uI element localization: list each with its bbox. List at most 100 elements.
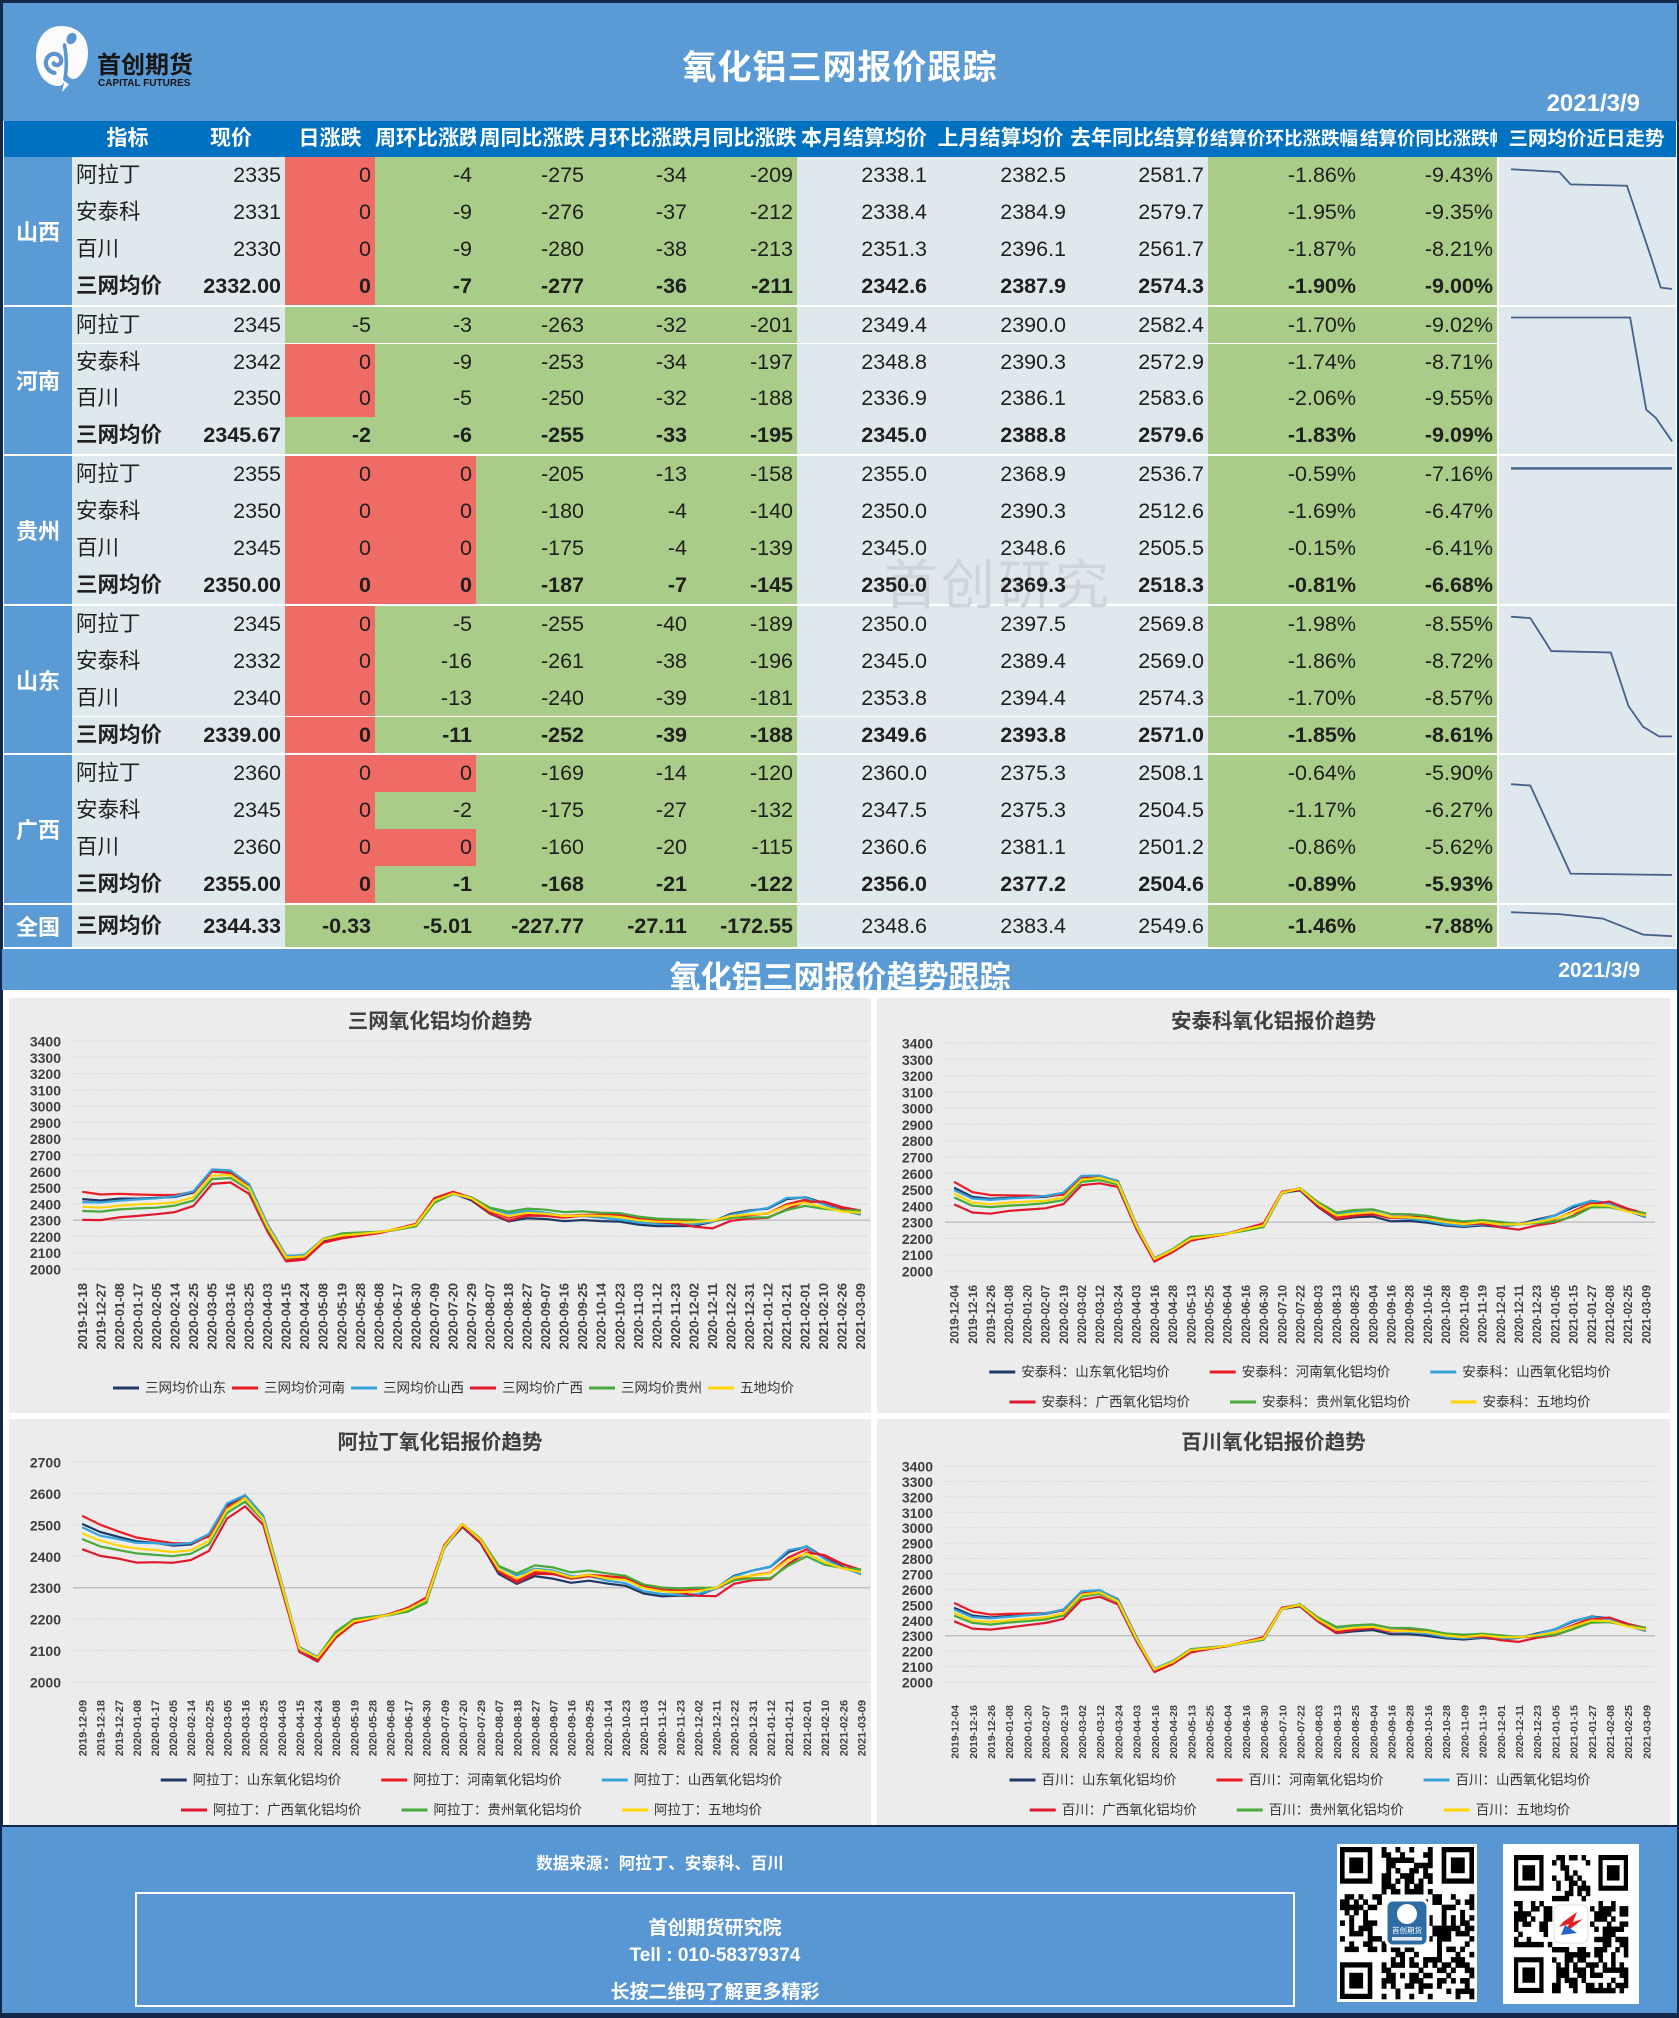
svg-text:2020-01-17: 2020-01-17 bbox=[130, 1283, 145, 1350]
svg-text:2020-11-23: 2020-11-23 bbox=[668, 1283, 683, 1349]
svg-text:2020-08-27: 2020-08-27 bbox=[530, 1700, 542, 1756]
svg-text:2020-05-28: 2020-05-28 bbox=[367, 1700, 379, 1756]
svg-text:2020-07-20: 2020-07-20 bbox=[445, 1283, 460, 1350]
svg-text:2020-03-05: 2020-03-05 bbox=[222, 1700, 234, 1756]
svg-text:3000: 3000 bbox=[902, 1520, 933, 1536]
svg-text:2021-03-09: 2021-03-09 bbox=[856, 1700, 868, 1756]
svg-text:安泰科：五地均价: 安泰科：五地均价 bbox=[1483, 1395, 1591, 1410]
svg-text:2020-09-16: 2020-09-16 bbox=[557, 1283, 572, 1350]
svg-text:2020-09-28: 2020-09-28 bbox=[1405, 1705, 1417, 1759]
svg-text:百川：山东氧化铝均价: 百川：山东氧化铝均价 bbox=[1042, 1773, 1177, 1788]
svg-text:2300: 2300 bbox=[902, 1215, 933, 1231]
svg-text:三网均价贵州: 三网均价贵州 bbox=[621, 1381, 702, 1396]
svg-text:2020-06-17: 2020-06-17 bbox=[404, 1700, 416, 1756]
svg-text:3400: 3400 bbox=[902, 1459, 933, 1475]
svg-text:2020-10-28: 2020-10-28 bbox=[1441, 1705, 1453, 1759]
svg-text:2200: 2200 bbox=[30, 1229, 61, 1245]
svg-text:2020-08-07: 2020-08-07 bbox=[483, 1283, 498, 1350]
svg-text:2020-06-04: 2020-06-04 bbox=[1223, 1705, 1235, 1759]
svg-text:2019-12-04: 2019-12-04 bbox=[950, 1705, 962, 1759]
svg-text:2020-11-03: 2020-11-03 bbox=[631, 1283, 646, 1349]
svg-text:2900: 2900 bbox=[902, 1536, 933, 1552]
svg-text:2020-06-30: 2020-06-30 bbox=[408, 1283, 423, 1350]
svg-text:2800: 2800 bbox=[902, 1133, 933, 1149]
svg-text:3300: 3300 bbox=[902, 1474, 933, 1490]
svg-text:2800: 2800 bbox=[30, 1131, 61, 1147]
svg-text:2020-04-03: 2020-04-03 bbox=[260, 1283, 275, 1350]
svg-text:百川：广西氧化铝均价: 百川：广西氧化铝均价 bbox=[1062, 1803, 1197, 1818]
svg-text:2020-01-08: 2020-01-08 bbox=[1004, 1705, 1016, 1759]
svg-text:2020-09-16: 2020-09-16 bbox=[567, 1700, 579, 1756]
svg-text:2020-03-25: 2020-03-25 bbox=[259, 1700, 271, 1756]
svg-text:2300: 2300 bbox=[30, 1580, 61, 1596]
svg-text:2020-09-04: 2020-09-04 bbox=[1368, 1705, 1380, 1759]
svg-text:2700: 2700 bbox=[902, 1150, 933, 1166]
svg-text:2020-05-08: 2020-05-08 bbox=[316, 1283, 331, 1350]
svg-text:2600: 2600 bbox=[30, 1164, 61, 1180]
svg-text:2020-12-01: 2020-12-01 bbox=[1496, 1705, 1508, 1759]
svg-text:2020-10-16: 2020-10-16 bbox=[1423, 1705, 1435, 1759]
svg-text:2000: 2000 bbox=[30, 1675, 61, 1691]
svg-text:2900: 2900 bbox=[902, 1117, 933, 1133]
svg-text:2021-02-10: 2021-02-10 bbox=[820, 1700, 832, 1756]
svg-text:2020-06-30: 2020-06-30 bbox=[1259, 1705, 1271, 1759]
svg-text:2020-03-16: 2020-03-16 bbox=[223, 1283, 238, 1350]
svg-text:2200: 2200 bbox=[902, 1644, 933, 1660]
svg-text:2019-12-09: 2019-12-09 bbox=[78, 1700, 90, 1756]
svg-text:2020-04-03: 2020-04-03 bbox=[277, 1700, 289, 1756]
svg-text:2020-01-08: 2020-01-08 bbox=[1004, 1284, 1016, 1343]
svg-text:安泰科：山东氧化铝均价: 安泰科：山东氧化铝均价 bbox=[1021, 1365, 1170, 1380]
svg-text:阿拉丁：山东氧化铝均价: 阿拉丁：山东氧化铝均价 bbox=[193, 1773, 342, 1788]
svg-text:2020-09-07: 2020-09-07 bbox=[549, 1700, 561, 1756]
svg-text:2021-01-12: 2021-01-12 bbox=[761, 1283, 776, 1350]
svg-text:2020-08-13: 2020-08-13 bbox=[1332, 1285, 1344, 1344]
svg-text:2019-12-16: 2019-12-16 bbox=[968, 1705, 980, 1759]
svg-text:阿拉丁：贵州氧化铝均价: 阿拉丁：贵州氧化铝均价 bbox=[434, 1803, 583, 1818]
svg-text:2019-12-18: 2019-12-18 bbox=[96, 1700, 108, 1756]
svg-text:2020-03-05: 2020-03-05 bbox=[205, 1283, 220, 1350]
svg-text:2020-10-28: 2020-10-28 bbox=[1441, 1284, 1453, 1343]
svg-text:2020-07-20: 2020-07-20 bbox=[458, 1700, 470, 1756]
svg-text:2020-03-12: 2020-03-12 bbox=[1095, 1705, 1107, 1759]
svg-text:2100: 2100 bbox=[30, 1643, 61, 1659]
svg-text:2020-05-25: 2020-05-25 bbox=[1204, 1284, 1216, 1343]
svg-text:2020-05-19: 2020-05-19 bbox=[334, 1283, 349, 1350]
svg-text:2020-02-07: 2020-02-07 bbox=[1041, 1705, 1053, 1759]
svg-text:2020-03-24: 2020-03-24 bbox=[1113, 1284, 1125, 1343]
svg-text:2100: 2100 bbox=[902, 1247, 933, 1263]
svg-text:2020-02-07: 2020-02-07 bbox=[1041, 1285, 1053, 1344]
svg-text:2020-09-25: 2020-09-25 bbox=[585, 1700, 597, 1756]
svg-text:2020-12-31: 2020-12-31 bbox=[742, 1283, 757, 1350]
svg-text:2020-07-22: 2020-07-22 bbox=[1296, 1705, 1308, 1759]
svg-text:2020-09-16: 2020-09-16 bbox=[1387, 1705, 1399, 1759]
svg-text:2020-06-30: 2020-06-30 bbox=[1259, 1285, 1271, 1344]
svg-text:2020-02-05: 2020-02-05 bbox=[168, 1700, 180, 1756]
svg-text:2021-02-08: 2021-02-08 bbox=[1605, 1705, 1617, 1759]
svg-text:2100: 2100 bbox=[30, 1245, 61, 1261]
svg-text:三网氧化铝均价趋势: 三网氧化铝均价趋势 bbox=[348, 1009, 533, 1033]
svg-text:2021-01-21: 2021-01-21 bbox=[784, 1700, 796, 1756]
svg-text:2020-12-01: 2020-12-01 bbox=[1496, 1284, 1508, 1343]
svg-text:2021-01-12: 2021-01-12 bbox=[766, 1700, 778, 1756]
svg-text:阿拉丁氧化铝报价趋势: 阿拉丁氧化铝报价趋势 bbox=[338, 1430, 543, 1454]
svg-text:2020-06-17: 2020-06-17 bbox=[390, 1283, 405, 1350]
svg-text:2020-04-03: 2020-04-03 bbox=[1132, 1285, 1144, 1344]
svg-text:2020-01-20: 2020-01-20 bbox=[1022, 1705, 1034, 1759]
svg-text:2020-04-15: 2020-04-15 bbox=[279, 1283, 294, 1350]
svg-text:2020-12-02: 2020-12-02 bbox=[686, 1283, 701, 1350]
svg-text:2019-12-26: 2019-12-26 bbox=[986, 1285, 998, 1344]
svg-text:3100: 3100 bbox=[902, 1505, 933, 1521]
svg-text:3300: 3300 bbox=[30, 1050, 61, 1066]
svg-text:2020-02-14: 2020-02-14 bbox=[186, 1699, 198, 1756]
svg-text:3200: 3200 bbox=[30, 1066, 61, 1082]
svg-text:2700: 2700 bbox=[902, 1567, 933, 1583]
svg-text:安泰科：广西氧化铝均价: 安泰科：广西氧化铝均价 bbox=[1042, 1395, 1191, 1410]
svg-text:安泰科：贵州氧化铝均价: 安泰科：贵州氧化铝均价 bbox=[1262, 1395, 1411, 1410]
svg-text:2020-11-09: 2020-11-09 bbox=[1459, 1285, 1471, 1343]
svg-text:2700: 2700 bbox=[30, 1148, 61, 1164]
svg-text:2020-02-05: 2020-02-05 bbox=[149, 1283, 164, 1350]
svg-text:2020-08-03: 2020-08-03 bbox=[1314, 1285, 1326, 1344]
svg-text:3000: 3000 bbox=[902, 1101, 933, 1117]
svg-text:2021-02-26: 2021-02-26 bbox=[835, 1283, 850, 1350]
svg-text:3400: 3400 bbox=[902, 1036, 933, 1052]
